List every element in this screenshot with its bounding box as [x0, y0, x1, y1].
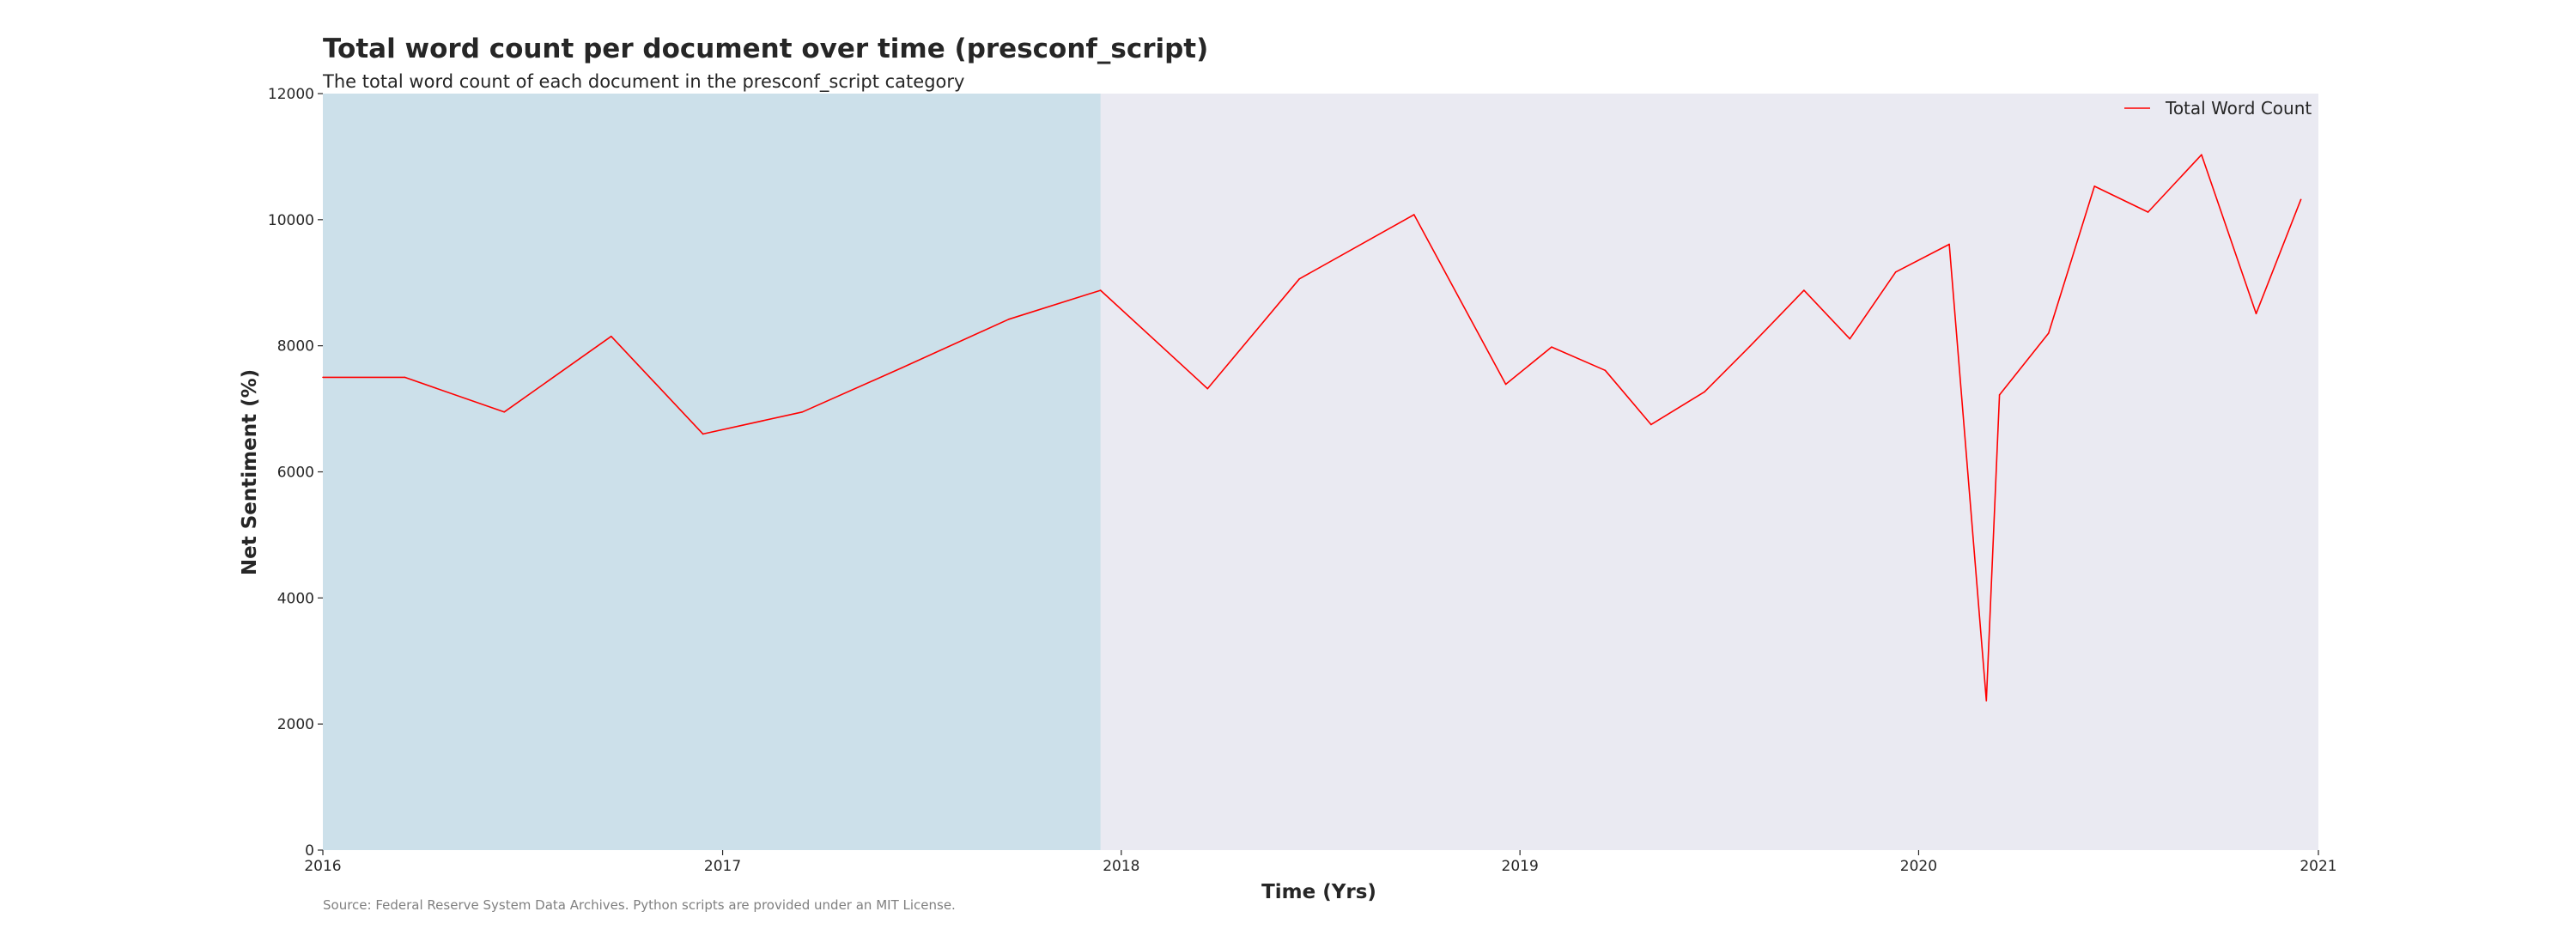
- data-point: [404, 376, 406, 379]
- data-point: [1948, 243, 1950, 246]
- data-point: [1008, 319, 1010, 320]
- data-point: [1551, 346, 1552, 348]
- y-tick-label: 0: [305, 842, 314, 860]
- data-point: [1413, 214, 1415, 216]
- source-note: Source: Federal Reserve System Data Arch…: [323, 897, 956, 913]
- series-line-total-word-count: [323, 154, 2302, 702]
- data-point: [1985, 700, 1988, 702]
- data-point: [1298, 278, 1300, 280]
- y-tick-label: 4000: [277, 590, 314, 607]
- data-point: [1749, 344, 1752, 347]
- chart-title: Total word count per document over time …: [323, 33, 1208, 64]
- data-point: [2048, 332, 2050, 334]
- legend: Total Word Count: [2124, 98, 2312, 118]
- y-axis-label: Net Sentiment (%): [239, 369, 261, 575]
- x-tick-label: 2018: [1103, 858, 1139, 875]
- data-point: [2147, 211, 2149, 213]
- data-point: [1206, 387, 1209, 390]
- chart-subtitle: The total word count of each document in…: [322, 71, 964, 93]
- y-tick-label: 10000: [268, 212, 314, 229]
- data-point: [503, 410, 505, 413]
- x-tick-label: 2021: [2300, 858, 2336, 875]
- y-tick-label: 2000: [277, 716, 314, 733]
- data-point: [1649, 423, 1652, 426]
- data-point: [1604, 369, 1607, 372]
- data-point: [1894, 270, 1897, 273]
- data-point: [2201, 154, 2202, 156]
- data-point: [901, 367, 902, 369]
- series-layer: [322, 154, 2302, 702]
- data-point: [1803, 289, 1805, 291]
- data-point: [2300, 198, 2302, 201]
- data-point: [611, 335, 612, 337]
- data-point: [2255, 313, 2257, 315]
- data-point: [1704, 391, 1705, 393]
- data-point: [702, 433, 704, 435]
- data-point: [1998, 394, 2001, 396]
- x-tick-label: 2020: [1900, 858, 1937, 875]
- data-point: [1504, 383, 1507, 386]
- data-point: [322, 376, 324, 379]
- x-axis: 2016 2017 2018 2019 2020 2021: [304, 850, 2337, 875]
- y-tick-label: 12000: [268, 86, 314, 103]
- data-point: [2093, 185, 2096, 187]
- x-tick-label: 2019: [1502, 858, 1539, 875]
- data-point: [1099, 289, 1102, 291]
- y-tick-label: 6000: [277, 465, 314, 482]
- legend-label-total-word-count: Total Word Count: [2165, 98, 2312, 118]
- y-axis: 0 2000 4000 6000 8000 10000 12000: [268, 86, 323, 860]
- data-point: [1849, 337, 1851, 340]
- x-tick-label: 2017: [704, 858, 741, 875]
- highlight-band: [323, 94, 1101, 850]
- x-tick-label: 2016: [304, 858, 341, 875]
- data-point: [801, 410, 804, 413]
- x-axis-label: Time (Yrs): [1261, 881, 1376, 903]
- y-tick-label: 8000: [277, 338, 314, 356]
